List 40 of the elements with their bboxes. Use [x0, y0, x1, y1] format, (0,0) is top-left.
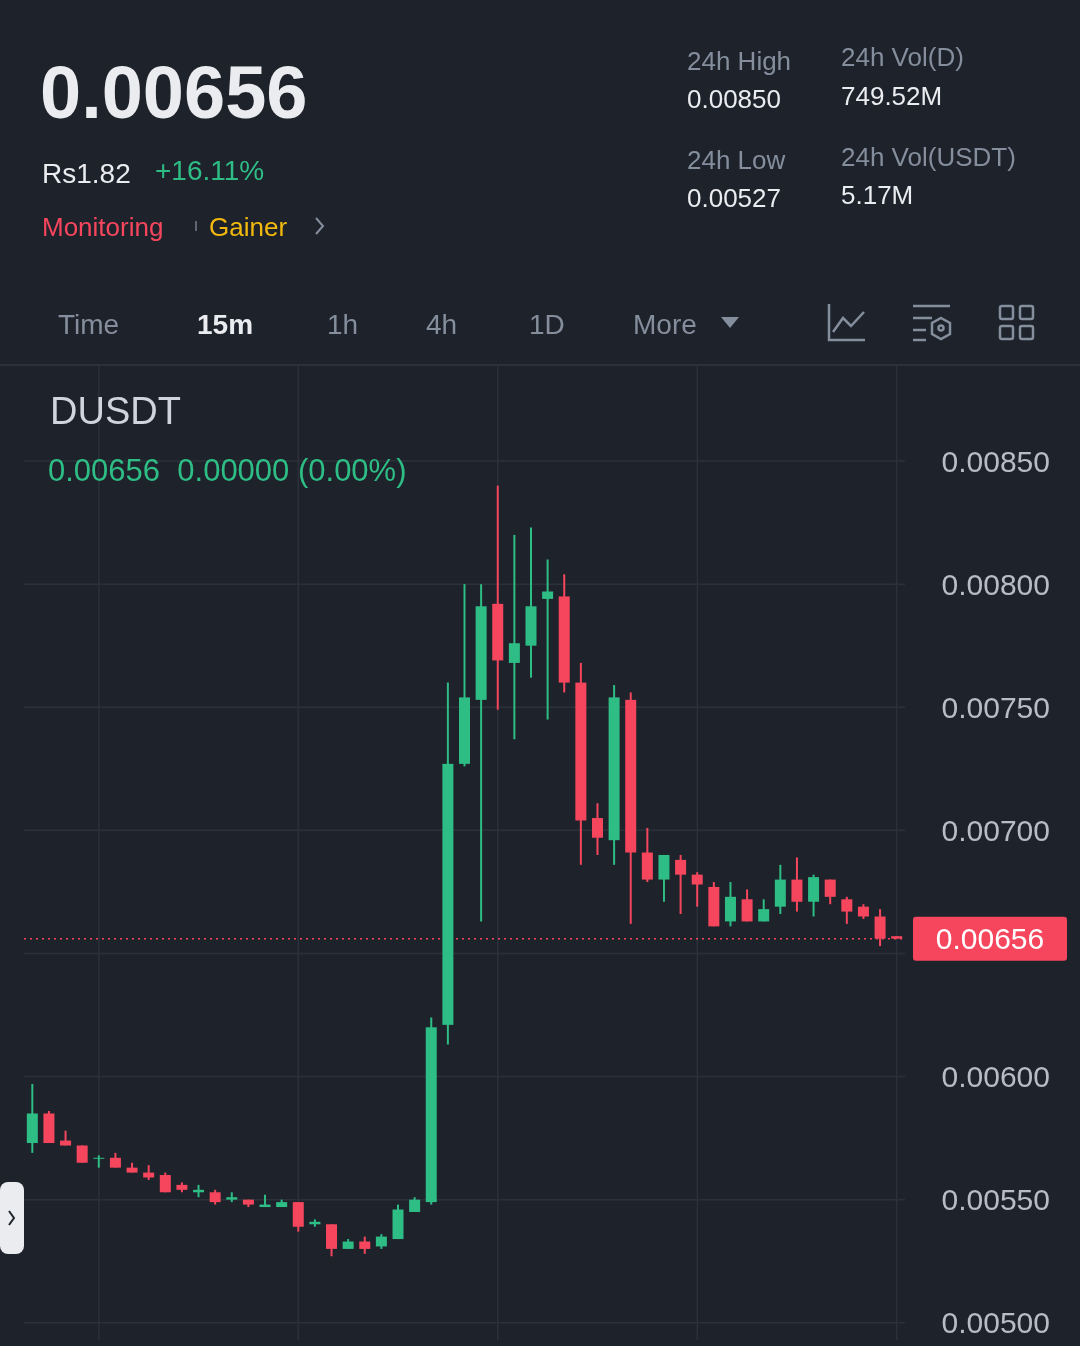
text: 0.00656 0.00000 (0.00%) [48, 453, 407, 488]
text: 4h [426, 309, 458, 340]
y-tick-label: 0.00750 [941, 690, 1050, 724]
y-tick-label: 0.00700 [941, 813, 1050, 847]
candlestick [741, 888, 753, 923]
y-tick-label: 0.00500 [941, 1306, 1050, 1340]
text: Rs1.82 [42, 158, 131, 189]
candlestick [542, 558, 554, 721]
ref-line-label: 0.00656 [935, 922, 1045, 956]
text: Gainer [209, 212, 288, 242]
candlestick [591, 802, 603, 856]
text: 0.00527 [687, 183, 781, 213]
text: +16.11% [155, 155, 265, 186]
candlestick [508, 533, 520, 741]
text: 749.52M [841, 81, 943, 111]
text: Time [58, 309, 120, 340]
text: 0.00656 [40, 51, 308, 134]
text: More [633, 309, 697, 340]
text: 24h High [687, 46, 792, 76]
text: 24h Vol(USDT) [841, 142, 1016, 172]
y-tick-label: 0.00850 [941, 444, 1050, 478]
candlestick [824, 878, 836, 906]
candlestick [675, 853, 687, 916]
candlestick [874, 908, 886, 948]
text: 24h Low [687, 145, 786, 175]
text: DUSDT [50, 390, 181, 432]
y-tick-label: 0.00600 [941, 1060, 1050, 1094]
candlestick [93, 1154, 105, 1169]
text: 1h [327, 309, 359, 340]
text: 1D [529, 309, 565, 340]
candlestick [791, 856, 803, 913]
y-tick-label: 0.00800 [941, 567, 1050, 601]
candlestick [691, 871, 703, 908]
text: 15m [197, 309, 254, 340]
text: Monitoring [42, 212, 164, 242]
text: 24h Vol(D) [841, 42, 964, 72]
y-tick-label: 0.00550 [941, 1183, 1050, 1217]
candlestick [841, 895, 853, 925]
text: 5.17M [841, 180, 914, 210]
text: 0.00850 [687, 84, 781, 114]
